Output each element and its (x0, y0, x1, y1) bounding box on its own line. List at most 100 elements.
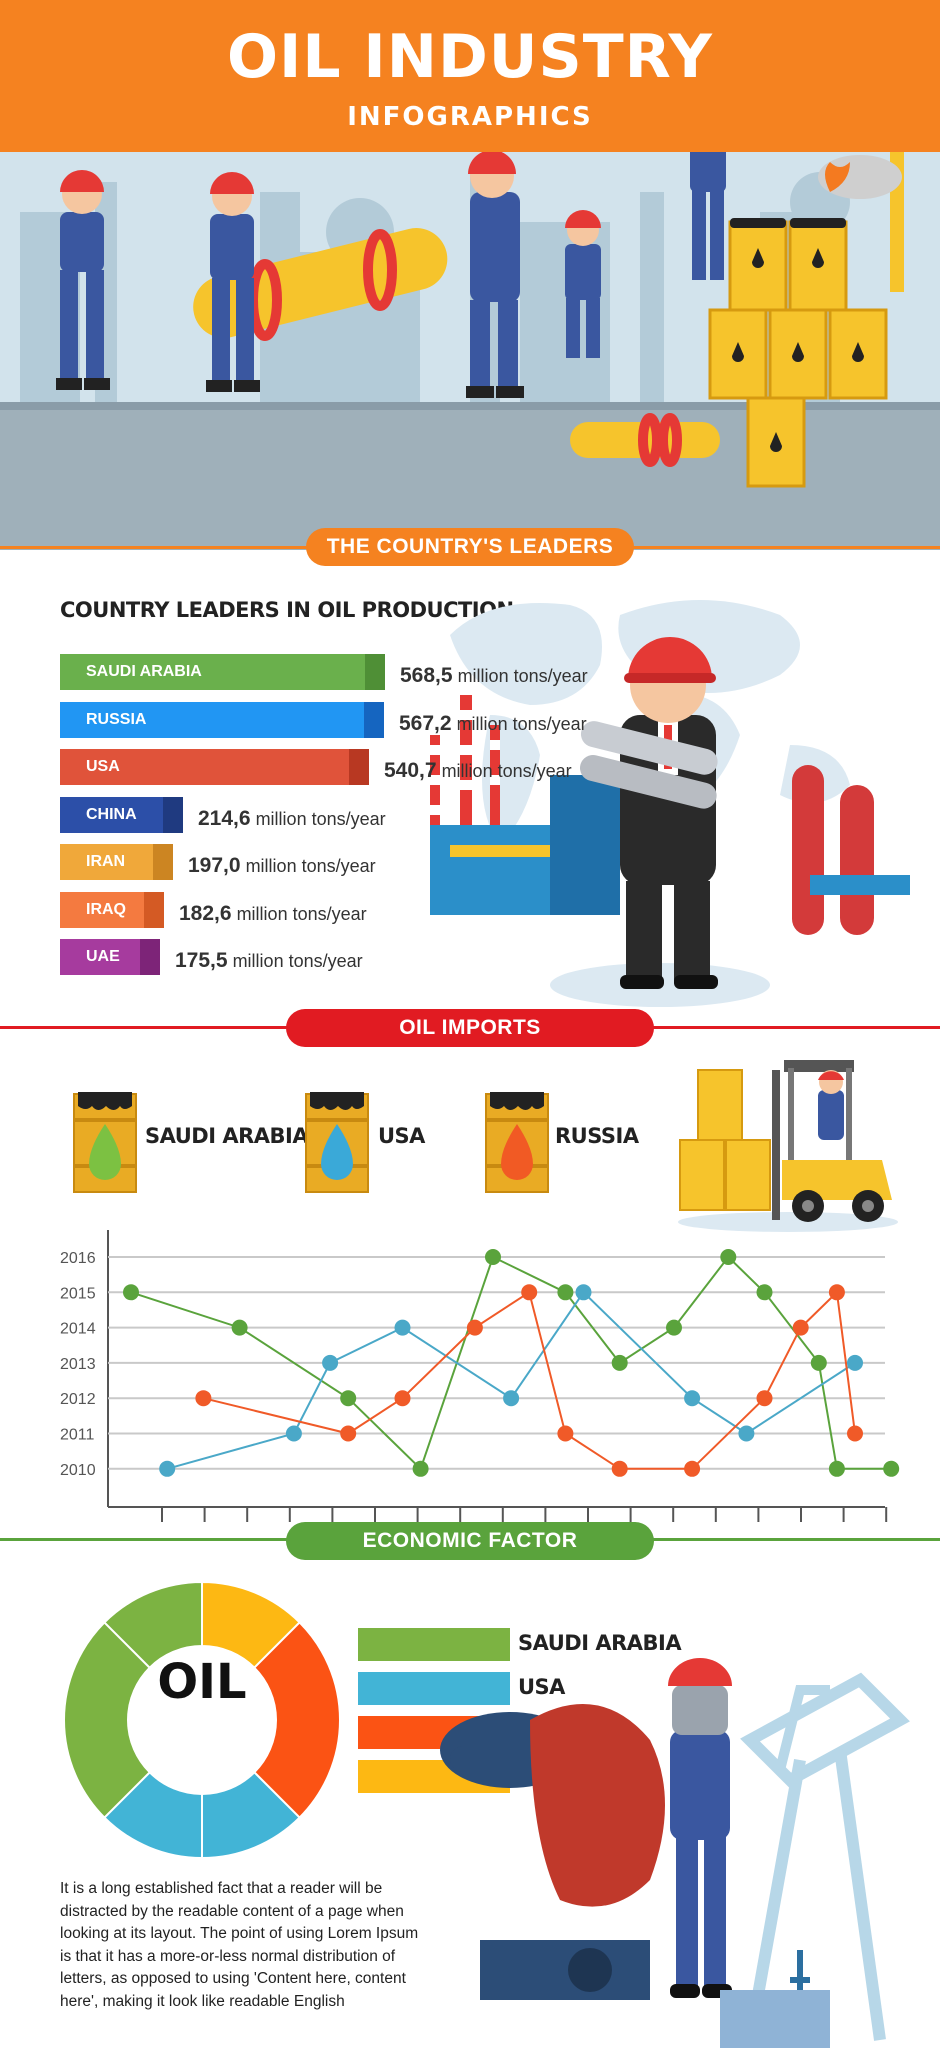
y-tick-label: 2010 (60, 1462, 96, 1479)
series-point (756, 1390, 773, 1407)
production-bar-shade (364, 701, 384, 738)
production-bar-value: 567,2 million tons/year (399, 711, 587, 735)
y-tick-label: 2016 (60, 1250, 96, 1267)
series-line (166, 1290, 856, 1470)
series-point (466, 1319, 483, 1336)
section-ribbon-imports: OIL IMPORTS (286, 1009, 654, 1047)
series-point (521, 1284, 538, 1301)
donut-slice (252, 1621, 341, 1819)
series-point (883, 1460, 900, 1477)
series-point (810, 1354, 827, 1371)
series-point (195, 1390, 212, 1407)
y-tick-label: 2014 (60, 1321, 96, 1338)
series-point (792, 1319, 809, 1336)
series-point (575, 1284, 592, 1301)
donut-center-label: OIL (157, 1654, 247, 1710)
oil-barrel-icon (305, 1092, 369, 1193)
donut-slice (103, 1580, 203, 1670)
production-bar-shade (349, 749, 369, 785)
y-tick-label: 2012 (60, 1391, 96, 1408)
series-point (611, 1354, 628, 1371)
production-bar-shade (365, 654, 385, 690)
economic-donut-chart (63, 1580, 341, 1860)
production-bar-country: SAUDI ARABIA (86, 663, 202, 680)
production-bar-country: UAE (86, 948, 120, 965)
production-bar-value: 182,6 million tons/year (179, 901, 367, 925)
series-point (394, 1319, 411, 1336)
series-line (203, 1290, 856, 1470)
y-tick-label: 2011 (60, 1427, 95, 1444)
series-point (666, 1319, 682, 1336)
production-bar-value: 214,6 million tons/year (198, 806, 386, 830)
series-point (684, 1460, 701, 1477)
header-banner (0, 0, 940, 152)
production-bar-country: RUSSIA (86, 710, 147, 728)
production-bar: UAE (60, 939, 160, 975)
series-point (412, 1460, 429, 1477)
workers-illustration (0, 152, 940, 550)
series-point (847, 1354, 863, 1371)
series-point (231, 1319, 248, 1336)
y-tick-label: 2015 (60, 1285, 96, 1302)
series-point (684, 1390, 701, 1407)
production-bar-chart: SAUDI ARABIA 568,5 million tons/year RUSSI… (60, 654, 940, 994)
production-bar: SAUDI ARABIA (60, 654, 385, 690)
page-subtitle: INFOGRAPHICS (347, 102, 593, 132)
series-point (285, 1425, 302, 1442)
import-country-label: USA (378, 1124, 425, 1148)
production-bar: RUSSIA (60, 701, 384, 738)
series-point (159, 1460, 176, 1477)
legend-label: USA (518, 1675, 565, 1699)
series-point (557, 1425, 574, 1442)
series-point (611, 1460, 628, 1477)
production-bar-country: USA (86, 758, 120, 775)
series-point (340, 1390, 357, 1407)
series-point (847, 1425, 863, 1442)
production-bar-value: 540,7 million tons/year (384, 759, 572, 782)
production-bar-shade (140, 939, 160, 975)
production-bar-value: 568,5 million tons/year (400, 664, 588, 687)
production-bar-value: 175,5 million tons/year (175, 949, 363, 972)
legend-swatch (358, 1672, 510, 1705)
series-point (557, 1284, 574, 1301)
series-point (828, 1284, 845, 1301)
legend-swatch (358, 1628, 510, 1661)
series-point (340, 1425, 357, 1442)
series-point (503, 1390, 520, 1407)
production-bar-country: CHINA (86, 805, 137, 823)
series-point (720, 1249, 737, 1265)
welder-illustration (440, 1658, 910, 2048)
production-bar-country: IRAN (86, 853, 126, 870)
import-country-label: RUSSIA (555, 1124, 639, 1148)
production-bar-shade (153, 844, 173, 880)
series-point (738, 1425, 755, 1442)
section-ribbon-economic: ECONOMIC FACTOR (286, 1522, 654, 1560)
production-bar-shade (163, 796, 183, 833)
y-tick-label: 2013 (60, 1356, 96, 1373)
series-point (394, 1390, 411, 1407)
forklift-illustration (678, 1060, 898, 1232)
section-ribbon-leaders: THE COUNTRY'S LEADERS (306, 528, 634, 566)
production-chart-title: COUNTRY LEADERS IN OIL PRODUCTION (60, 598, 514, 622)
economic-paragraph: It is a long established fact that a rea… (60, 1880, 419, 2010)
oil-barrel-icon (73, 1092, 137, 1193)
series-point (756, 1284, 773, 1301)
import-country-label: SAUDI ARABIA (145, 1124, 309, 1148)
legend-label: SAUDI ARABIA (518, 1631, 682, 1655)
series-point (828, 1460, 845, 1477)
production-bar: IRAN (60, 844, 173, 880)
series-point (322, 1354, 339, 1371)
imports-line-chart: 2010 2011 2012 2013 2014 2015 2016 (60, 1230, 900, 1522)
production-bar: CHINA (60, 796, 183, 833)
imports-legend: SAUDI ARABIA USA RUSSIA (0, 1080, 700, 1200)
production-bar-value: 197,0 million tons/year (188, 854, 376, 877)
series-point (123, 1284, 139, 1301)
series-point (485, 1249, 501, 1265)
page-title: OIL INDUSTRY (226, 22, 714, 92)
production-bar: USA (60, 749, 369, 785)
production-bar-country: IRAQ (86, 900, 126, 918)
oil-barrel-icon (485, 1092, 549, 1193)
production-bar-shade (144, 891, 164, 928)
refinery-illustration (430, 600, 910, 1007)
production-bar: IRAQ (60, 891, 164, 928)
